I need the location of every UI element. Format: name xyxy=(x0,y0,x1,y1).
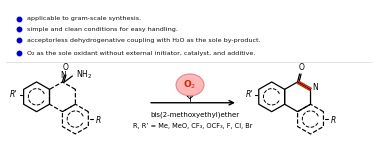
Ellipse shape xyxy=(176,74,204,96)
Text: simple and clean conditions for easy handling.: simple and clean conditions for easy han… xyxy=(26,27,178,32)
Text: R: R xyxy=(330,116,336,125)
Text: O: O xyxy=(298,63,304,72)
Text: O₂ as the sole oxidant without external initiator, catalyst, and additive.: O₂ as the sole oxidant without external … xyxy=(26,51,255,56)
Text: R': R' xyxy=(245,90,253,99)
Text: R: R xyxy=(95,116,101,125)
Text: N: N xyxy=(60,71,66,80)
Text: N: N xyxy=(313,83,318,92)
Text: O$_2$: O$_2$ xyxy=(183,79,197,91)
Text: O: O xyxy=(62,63,68,72)
Text: bis(2-methoxyethyl)ether: bis(2-methoxyethyl)ether xyxy=(150,112,240,118)
Text: NH$_2$: NH$_2$ xyxy=(76,69,93,81)
Text: acceptorless dehydrogenative coupling with H₂O as the sole by-product.: acceptorless dehydrogenative coupling wi… xyxy=(26,38,260,43)
Text: applicable to gram-scale synthesis.: applicable to gram-scale synthesis. xyxy=(26,16,141,21)
Text: R': R' xyxy=(10,90,18,99)
Text: R, R’ = Me, MeO, CF₃, OCF₃, F, Cl, Br: R, R’ = Me, MeO, CF₃, OCF₃, F, Cl, Br xyxy=(133,123,253,129)
